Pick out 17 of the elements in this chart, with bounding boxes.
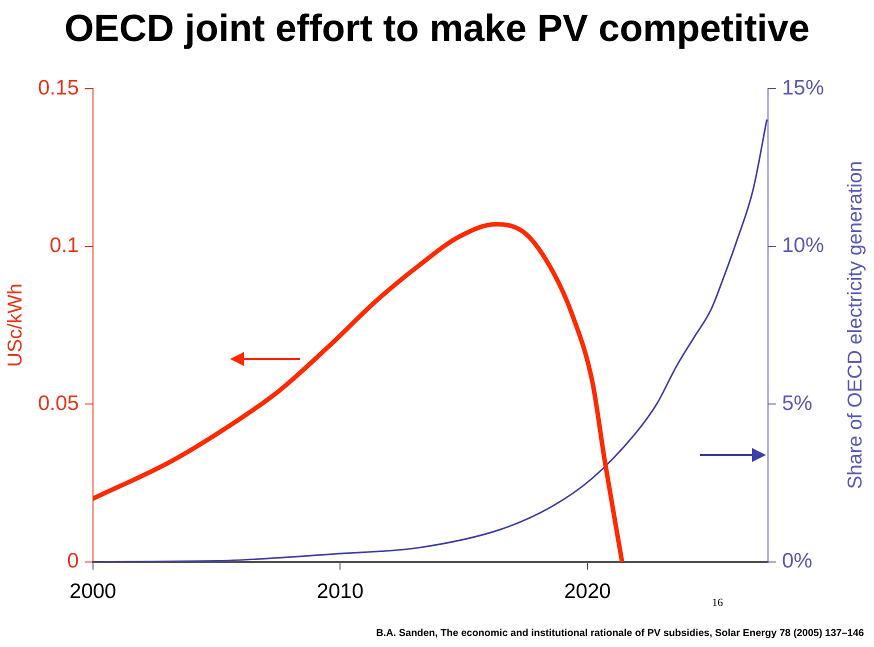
x-tick-label: 2010 xyxy=(316,580,364,604)
y2-axis-title: Share of OECD electricity generation xyxy=(844,161,868,489)
y-tick-label: 0.05 xyxy=(38,392,79,415)
y2-tick-label: 10% xyxy=(782,234,824,258)
x-tick-label: 2000 xyxy=(70,580,116,604)
x-tick-label: 2020 xyxy=(564,580,611,604)
chart-title: OECD joint effort to make PV competitive xyxy=(63,8,811,51)
text: B.A. Sanden, The economic and institutional rationale of PV subsidies, Solar Energy 78 (2005) 137–146 xyxy=(376,628,864,639)
y2-tick-label: 0% xyxy=(782,550,812,573)
y2-tick-label: 5% xyxy=(782,392,812,415)
y-tick-label: 0.1 xyxy=(50,234,79,258)
y2-tick-label: 15% xyxy=(782,76,824,100)
y-tick-label: 0.15 xyxy=(38,76,79,100)
text: 16 xyxy=(712,597,723,609)
y-axis-title: USc/kWh xyxy=(4,284,27,367)
line-series xyxy=(92,222,624,562)
y-tick-label: 0 xyxy=(67,550,79,573)
